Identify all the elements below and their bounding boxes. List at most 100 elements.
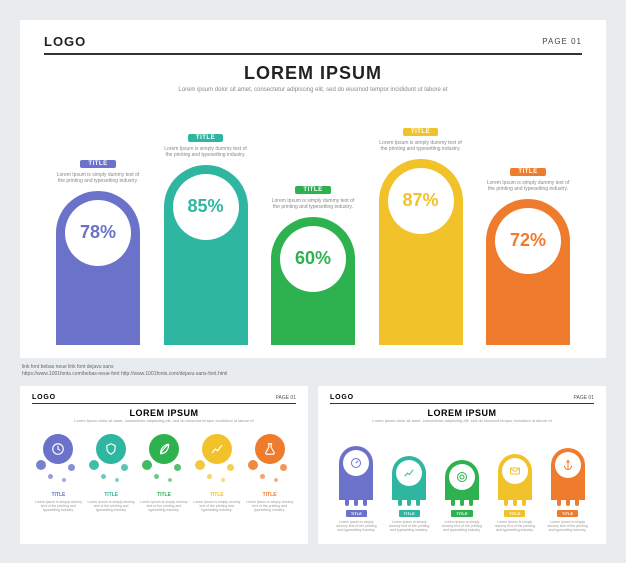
drip-desc: Lorem Ipsum is simply dummy text of the … (386, 520, 432, 533)
bubble-cluster (34, 430, 82, 490)
bubble-small (174, 464, 181, 471)
anchor-icon (555, 452, 581, 478)
drip-tail (407, 499, 411, 506)
title-b: LOREM IPSUM (32, 408, 296, 418)
credits-line-2: https://www.1001fonts.com/bebas-neue-fon… (22, 371, 227, 378)
bubble-small (260, 474, 265, 479)
page-c: PAGE 01 (574, 395, 594, 401)
pill-body: 85% (164, 165, 248, 345)
flask-icon (255, 434, 285, 464)
logo: LOGO (44, 34, 86, 49)
bubble-desc: Lorem Ipsum is simply dummy text of the … (87, 500, 135, 513)
pill-column: TITLE Lorem Ipsum is simply dummy text o… (50, 105, 146, 345)
bubble-small (195, 460, 205, 470)
bubble-desc: Lorem Ipsum is simply dummy text of the … (34, 500, 82, 513)
bubble-small (142, 460, 152, 470)
pill-percent: 78% (65, 200, 131, 266)
pill-column: TITLE Lorem Ipsum is simply dummy text o… (265, 105, 361, 345)
bubble-cluster (193, 430, 241, 490)
drip-tail (416, 494, 420, 506)
drip-tail (451, 496, 455, 506)
font-credits: link font bebas neue link font dejavu sa… (22, 364, 227, 378)
chart-icon (202, 434, 232, 464)
bubbles-row (32, 430, 296, 490)
bubble-small (115, 478, 119, 482)
bubble-small (168, 478, 172, 482)
slide-bubbles: LOGO PAGE 01 LOREM IPSUM Lorem ipsum dol… (20, 386, 308, 544)
page-b: PAGE 01 (276, 395, 296, 401)
main-subtitle: Lorem ipsum dolor sit amet, consectetur … (44, 87, 582, 95)
bubble-cluster (246, 430, 294, 490)
logo-b: LOGO (32, 394, 56, 401)
drip (336, 446, 376, 500)
drips-row (330, 430, 594, 500)
drip-tail (522, 494, 526, 506)
logo-c: LOGO (330, 394, 354, 401)
pill-body: 72% (486, 199, 570, 345)
drip-desc: Lorem Ipsum is simply dummy text of the … (439, 520, 485, 533)
drip-body (339, 446, 373, 500)
drip (442, 460, 482, 500)
drip-tail (363, 494, 367, 506)
bubble-small (248, 460, 258, 470)
drip-title-badge: TITLE (557, 510, 578, 517)
clock-icon (43, 434, 73, 464)
bubble-small (207, 474, 212, 479)
drip-tail (398, 496, 402, 506)
drip-tail (469, 494, 473, 506)
bubble-desc: Lorem Ipsum is simply dummy text of the … (193, 500, 241, 513)
slide-main: LOGO PAGE 01 LOREM IPSUM Lorem ipsum dol… (20, 20, 606, 358)
pills-row: TITLE Lorem Ipsum is simply dummy text o… (44, 105, 582, 345)
credits-line-1: link font bebas neue link font dejavu sa… (22, 364, 227, 371)
main-title: LOREM IPSUM (44, 63, 582, 84)
bubble-title: TITLE (210, 492, 224, 498)
drip-title-badge: TITLE (346, 510, 367, 517)
mini-header-c: LOGO PAGE 01 (330, 394, 594, 404)
drip-desc: Lorem Ipsum is simply dummy text of the … (545, 520, 591, 533)
pill-desc: Lorem Ipsum is simply dummy text of the … (265, 198, 361, 211)
bubble-small (48, 474, 53, 479)
drip-title-badge: TITLE (399, 510, 420, 517)
drip-tail (566, 499, 570, 506)
drip-tail (460, 499, 464, 506)
pill-column: TITLE Lorem Ipsum is simply dummy text o… (158, 105, 254, 345)
bubble-small (274, 478, 278, 482)
subtitle-b: Lorem ipsum dolor sit amet, consectetur … (32, 419, 296, 424)
subtitle-c: Lorem ipsum dolor sit amet, consectetur … (330, 419, 594, 424)
slide-header: LOGO PAGE 01 (44, 34, 582, 55)
drip-title-badge: TITLE (504, 510, 525, 517)
drip-body (551, 448, 585, 500)
drip-body (498, 454, 532, 500)
pill-column: TITLE Lorem Ipsum is simply dummy text o… (480, 105, 576, 345)
pill-percent: 87% (388, 168, 454, 234)
pill-percent: 60% (280, 226, 346, 292)
bubble-small (227, 464, 234, 471)
pill-title-badge: TITLE (188, 134, 223, 142)
drip-desc: Lorem Ipsum is simply dummy text of the … (492, 520, 538, 533)
pill-desc: Lorem Ipsum is simply dummy text of the … (50, 172, 146, 185)
drip-body (392, 456, 426, 500)
speed-icon (343, 450, 369, 476)
pill-title-badge: TITLE (295, 186, 330, 194)
pill-desc: Lorem Ipsum is simply dummy text of the … (373, 140, 469, 153)
bubble-title: TITLE (157, 492, 171, 498)
bubble-cluster (140, 430, 188, 490)
drip-desc: Lorem Ipsum is simply dummy text of the … (333, 520, 379, 533)
slide-drips: LOGO PAGE 01 LOREM IPSUM Lorem ipsum dol… (318, 386, 606, 544)
bubble-small (68, 464, 75, 471)
bubble-small (154, 474, 159, 479)
pill-percent: 72% (495, 208, 561, 274)
bubble-small (89, 460, 99, 470)
bubble-desc: Lorem Ipsum is simply dummy text of the … (140, 500, 188, 513)
drip-tail (354, 499, 358, 506)
pill-percent: 85% (173, 174, 239, 240)
pill-body: 60% (271, 217, 355, 345)
leaf-icon (149, 434, 179, 464)
drip-tail (557, 496, 561, 506)
title-c: LOREM IPSUM (330, 408, 594, 418)
pill-title-badge: TITLE (510, 168, 545, 176)
bubble-title: TITLE (263, 492, 277, 498)
pill-body: 78% (56, 191, 140, 345)
drip (495, 454, 535, 500)
drip (548, 448, 588, 500)
